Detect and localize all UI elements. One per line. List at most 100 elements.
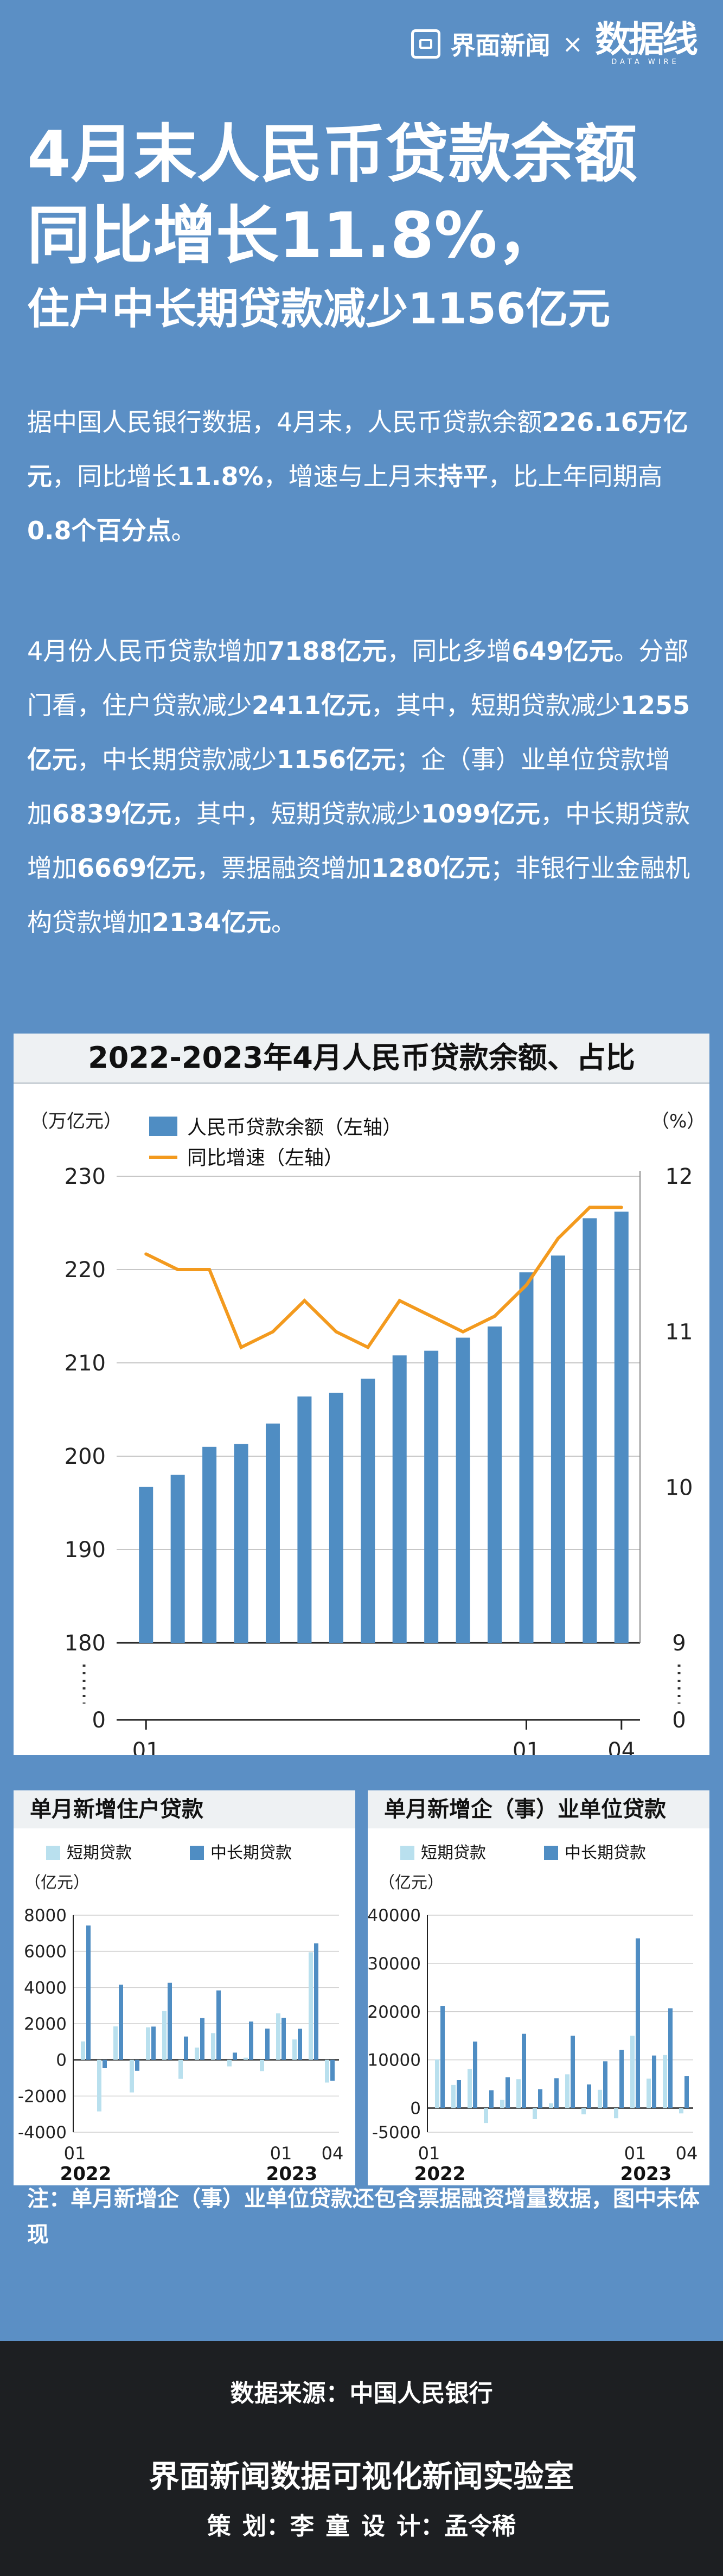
growth-point — [176, 1268, 180, 1271]
y-tick: 30000 — [368, 1954, 421, 1974]
short-term-bar — [309, 1952, 313, 2060]
y-tick: 20000 — [368, 2003, 421, 2022]
partner-logo: 数据线 DATA WIRE — [595, 18, 698, 66]
headline: 4月末人民币贷款余额 同比增长11.8%， 住户中长期贷款减少1156亿元 — [27, 114, 637, 336]
long-term-bar — [184, 2036, 188, 2060]
long-term-bar — [506, 2077, 510, 2108]
balance-bar — [583, 1218, 597, 1643]
long-term-bar — [668, 2008, 673, 2108]
y-tick: 6000 — [24, 1942, 67, 1962]
enterprise-chart-panel: 单月新增企（事）业单位贷款 短期贷款 中长期贷款 （亿元） 40000 30000 200… — [367, 1790, 709, 2185]
y-tick: 4000 — [24, 1978, 67, 1998]
short-term-bar — [598, 2089, 602, 2108]
x-label-year2: 2023 — [266, 2163, 318, 2185]
y-tick: 10000 — [368, 2051, 421, 2070]
long-term-bar — [489, 2090, 494, 2108]
lab-name: 界面新闻数据可视化新闻实验室 — [149, 2459, 574, 2495]
short-term-bar — [325, 2059, 329, 2083]
y-left-tick-zero: 0 — [92, 1708, 106, 1733]
right-unit: （%） — [651, 1111, 705, 1132]
growth-line — [145, 1206, 622, 1350]
short-term-bar — [533, 2108, 537, 2119]
long-term-bar — [135, 2059, 139, 2071]
short-term-bar — [679, 2108, 683, 2114]
growth-point — [461, 1330, 465, 1334]
long-term-bar — [473, 2041, 477, 2108]
balance-bar — [456, 1337, 470, 1643]
short-term-bar — [244, 2057, 248, 2060]
household-chart-svg: 短期贷款 中长期贷款 （亿元） 8000 6000 4000 2000 0 -2000 -4000… — [18, 1844, 343, 2185]
unit-label: （亿元） — [24, 1873, 89, 1892]
long-term-bar — [571, 2036, 575, 2108]
short-term-bar — [435, 2059, 439, 2108]
x-label-mid: 01 — [270, 2143, 292, 2164]
y-tick: -4000 — [18, 2123, 67, 2143]
legend-short-swatch — [400, 1846, 414, 1860]
household-chart-title: 单月新增住户贷款 — [14, 1790, 355, 1828]
long-term-bar — [281, 2018, 286, 2060]
y-tick: 2000 — [24, 2014, 67, 2034]
partner-name: 数据线 — [595, 18, 698, 60]
x-label-last: 04 — [607, 1738, 635, 1755]
long-term-bar — [200, 2018, 204, 2060]
legend-short-label: 短期贷款 — [67, 1844, 132, 1863]
y-left-tick: 210 — [65, 1351, 106, 1376]
short-term-bar — [451, 2084, 456, 2108]
long-term-bar — [151, 2026, 156, 2060]
growth-point — [619, 1206, 623, 1209]
partner-sub: DATA WIRE — [611, 58, 680, 66]
brand-name: 界面新闻 — [450, 30, 551, 60]
long-term-bar — [603, 2061, 607, 2108]
growth-point — [524, 1283, 528, 1287]
long-term-bar — [233, 2052, 237, 2060]
long-term-bar — [330, 2059, 335, 2081]
household-chart-panel: 单月新增住户贷款 短期贷款 中长期贷款 （亿元） 8000 6000 4000 2000 0 -… — [14, 1790, 355, 2185]
y-left-tick: 220 — [65, 1258, 106, 1283]
x-label-first: 01 — [132, 1738, 160, 1755]
legend-long-label: 中长期贷款 — [210, 1844, 292, 1863]
short-term-bar — [130, 2059, 134, 2093]
growth-point — [366, 1346, 370, 1349]
y-left-tick: 230 — [65, 1164, 106, 1189]
growth-point — [588, 1206, 592, 1209]
short-term-bar — [195, 2048, 199, 2060]
x-label-mid: 01 — [624, 2143, 647, 2164]
growth-point — [303, 1299, 306, 1303]
long-term-bar — [684, 2076, 689, 2108]
brand-bar: 界面新闻 × 数据线 DATA WIRE — [411, 18, 698, 66]
short-term-bar — [227, 2059, 232, 2067]
short-term-bar — [97, 2059, 101, 2112]
short-term-bar — [146, 2027, 150, 2060]
short-term-bar — [292, 2039, 297, 2060]
growth-point — [239, 1346, 243, 1349]
growth-point — [334, 1330, 338, 1334]
balance-bar — [488, 1326, 502, 1643]
x-label-year1: 2022 — [414, 2163, 466, 2185]
credits: 策 划：李 童 设 计：孟令稀 — [207, 2513, 516, 2540]
long-term-bar — [168, 1982, 172, 2060]
headline-line1: 4月末人民币贷款余额 — [27, 118, 637, 191]
short-term-bar — [663, 2055, 667, 2108]
y-tick: -2000 — [18, 2087, 67, 2106]
x-label-first: 01 — [418, 2143, 440, 2164]
growth-point — [144, 1252, 148, 1256]
legend-bar-swatch — [149, 1117, 177, 1136]
short-term-bar — [614, 2108, 618, 2119]
paragraph-2: 4月份人民币贷款增加7188亿元，同比多增649亿元。分部门看，住户贷款减少24… — [27, 636, 690, 937]
balance-bar — [329, 1393, 343, 1643]
paragraph-1: 据中国人民银行数据，4月末，人民币贷款余额226.16万亿元，同比增长11.8%… — [27, 407, 688, 545]
x-label-last: 04 — [676, 2143, 698, 2164]
cross-mark: × — [562, 29, 583, 59]
data-source: 数据来源：中国人民银行 — [230, 2380, 493, 2407]
long-term-bar — [265, 2029, 270, 2060]
short-term-bar — [516, 2079, 521, 2108]
legend-long-label: 中长期贷款 — [565, 1844, 646, 1863]
short-term-bar — [630, 2036, 635, 2108]
long-term-bar — [249, 2022, 253, 2060]
main-chart-panel: 2022-2023年4月人民币贷款余额、占比 （万亿元） （%） 人民币贷款余额（左… — [14, 1034, 709, 1793]
main-chart-title: 2022-2023年4月人民币贷款余额、占比 — [14, 1034, 709, 1084]
headline-line3: 住户中长期贷款减少1156亿元 — [27, 285, 611, 334]
balance-bar — [297, 1396, 312, 1643]
y-tick: 8000 — [24, 1906, 67, 1925]
legend-short-label: 短期贷款 — [421, 1844, 486, 1863]
